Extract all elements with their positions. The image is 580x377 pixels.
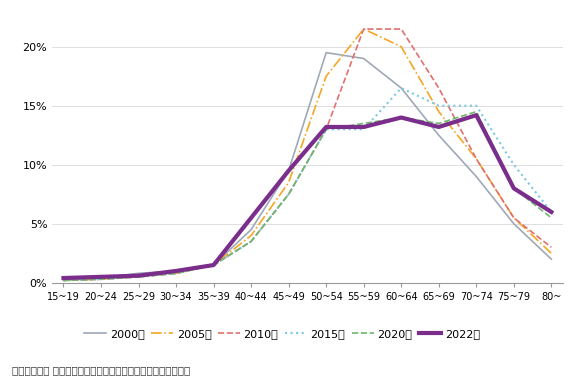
2022年 (210, 263, 217, 267)
Line: 2022年: 2022年 (63, 115, 552, 278)
2022年 (248, 216, 255, 220)
Line: 2000年: 2000年 (63, 53, 552, 280)
2015年 (248, 239, 255, 244)
2020年 (173, 271, 180, 276)
2015年 (285, 192, 292, 196)
2015年 (473, 103, 480, 108)
2010年 (248, 239, 255, 244)
2020年 (135, 274, 142, 279)
2022年 (322, 125, 329, 129)
2022年 (435, 125, 442, 129)
2010年 (322, 127, 329, 132)
2015年 (322, 127, 329, 132)
2022年 (398, 115, 405, 120)
2015年 (173, 271, 180, 276)
2010年 (398, 27, 405, 31)
2015年 (548, 210, 555, 214)
2010年 (548, 245, 555, 250)
2005年 (322, 74, 329, 78)
2022年 (473, 113, 480, 117)
2010年 (360, 27, 367, 31)
2000年 (60, 278, 67, 283)
2005年 (60, 278, 67, 283)
2022年 (60, 276, 67, 280)
2022年 (548, 210, 555, 214)
2010年 (510, 216, 517, 220)
2015年 (435, 103, 442, 108)
2010年 (135, 274, 142, 279)
2000年 (210, 263, 217, 267)
2020年 (360, 121, 367, 126)
2020年 (285, 192, 292, 196)
Line: 2020年: 2020年 (63, 112, 552, 280)
2000年 (285, 169, 292, 173)
2000年 (97, 276, 104, 280)
2015年 (97, 277, 104, 282)
2000年 (173, 269, 180, 273)
2022年 (360, 125, 367, 129)
2010年 (473, 156, 480, 161)
2000年 (473, 174, 480, 179)
2000年 (435, 133, 442, 138)
2010年 (97, 277, 104, 282)
2000年 (548, 257, 555, 261)
2005年 (97, 277, 104, 282)
2022年 (173, 269, 180, 273)
2010年 (210, 263, 217, 267)
2022年 (97, 274, 104, 279)
2020年 (510, 186, 517, 191)
Line: 2005年: 2005年 (63, 29, 552, 280)
2010年 (285, 192, 292, 196)
2000年 (360, 56, 367, 61)
2000年 (322, 51, 329, 55)
2005年 (360, 27, 367, 31)
2005年 (173, 271, 180, 276)
Line: 2015年: 2015年 (63, 88, 552, 280)
2015年 (60, 278, 67, 283)
2000年 (135, 271, 142, 276)
2005年 (285, 180, 292, 185)
2022年 (510, 186, 517, 191)
2005年 (210, 263, 217, 267)
2005年 (548, 251, 555, 256)
2015年 (398, 86, 405, 90)
2000年 (398, 86, 405, 90)
2022年 (285, 169, 292, 173)
2010年 (435, 86, 442, 90)
2020年 (435, 121, 442, 126)
2005年 (510, 216, 517, 220)
2005年 (473, 156, 480, 161)
2005年 (135, 274, 142, 279)
2020年 (473, 109, 480, 114)
2020年 (248, 239, 255, 244)
2000年 (510, 221, 517, 226)
2015年 (135, 274, 142, 279)
2020年 (398, 115, 405, 120)
2015年 (210, 263, 217, 267)
2015年 (510, 162, 517, 167)
2022年 (135, 273, 142, 278)
2010年 (173, 271, 180, 276)
2020年 (210, 263, 217, 267)
Text: 資料：（株） 帝国データバンク「企業概要ファイル」再編加工: 資料：（株） 帝国データバンク「企業概要ファイル」再編加工 (12, 365, 190, 375)
2020年 (548, 216, 555, 220)
2020年 (97, 277, 104, 282)
Legend: 2000年, 2005年, 2010年, 2015年, 2020年, 2022年: 2000年, 2005年, 2010年, 2015年, 2020年, 2022年 (84, 329, 480, 339)
2020年 (322, 127, 329, 132)
2015年 (360, 127, 367, 132)
2005年 (248, 233, 255, 238)
2005年 (435, 109, 442, 114)
2010年 (60, 278, 67, 283)
2020年 (60, 278, 67, 283)
2005年 (398, 44, 405, 49)
2000年 (248, 227, 255, 232)
Line: 2010年: 2010年 (63, 29, 552, 280)
